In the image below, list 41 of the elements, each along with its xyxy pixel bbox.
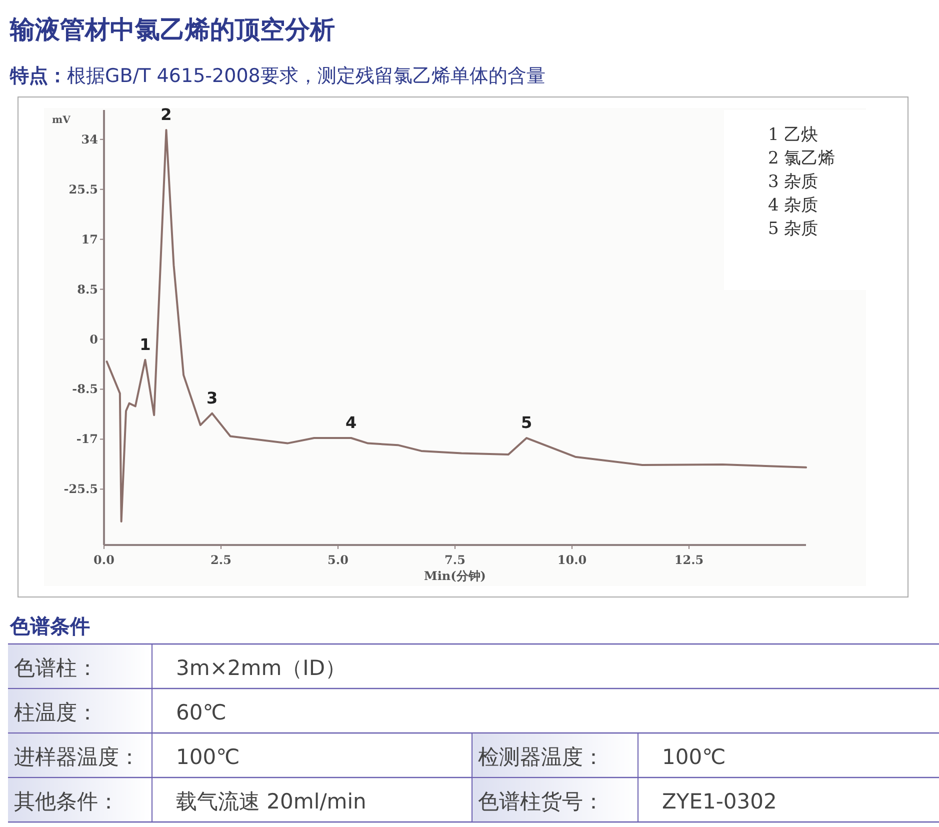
annotation: 1 乙炔 [768,125,818,145]
x-tick-label: 10.0 [557,553,587,567]
text: 色谱条件 [9,614,90,638]
text: 60℃ [176,700,226,724]
y-axis-title: mV [52,115,71,126]
annotation: 2 氯乙烯 [768,148,836,168]
annotation: 3 [206,388,218,408]
x-axis-title: Min(分钟) [424,569,486,583]
annotation: 2 [160,104,172,124]
y-tick-label: -25.5 [64,482,98,496]
x-tick-label: 0.0 [94,553,114,567]
chart-subtitle: 特点：根据GB/T 4615-2008要求，测定残留氯乙烯单体的含量 [9,65,546,87]
text: 其他条件： [14,790,119,814]
annotation: 3 杂质 [768,172,818,192]
annotation: 4 [346,413,357,432]
y-tick-label: 8.5 [77,282,98,296]
text: 100℃ [662,745,726,769]
y-tick-label: -17 [76,432,98,446]
y-tick-label: -8.5 [72,382,98,396]
text: 柱温度： [14,700,98,724]
annotation: 4 杂质 [768,196,818,216]
y-tick-label: 25.5 [68,182,98,196]
y-tick-label: 0 [90,332,98,346]
y-tick-label: 34 [81,132,98,146]
x-tick-label: 7.5 [444,553,466,567]
text: 色谱柱货号： [478,790,604,814]
x-tick-label: 12.5 [674,553,704,567]
x-tick-label: 5.0 [328,553,348,567]
annotation: 5 [521,413,532,432]
text: 载气流速 20ml/min [176,790,366,814]
y-tick-label: 17 [81,232,98,246]
text: 100℃ [176,745,240,769]
x-tick-label: 2.5 [210,553,232,567]
text: 色谱柱： [14,656,98,680]
chart-title: 输液管材中氯乙烯的顶空分析 [9,15,335,44]
annotation: 5 杂质 [768,219,818,239]
text: 进样器温度： [14,745,140,769]
text: 检测器温度： [478,745,604,769]
text: ZYE1-0302 [662,790,777,814]
text: 3m×2mm（ID） [176,656,346,680]
annotation: 1 [140,334,151,354]
